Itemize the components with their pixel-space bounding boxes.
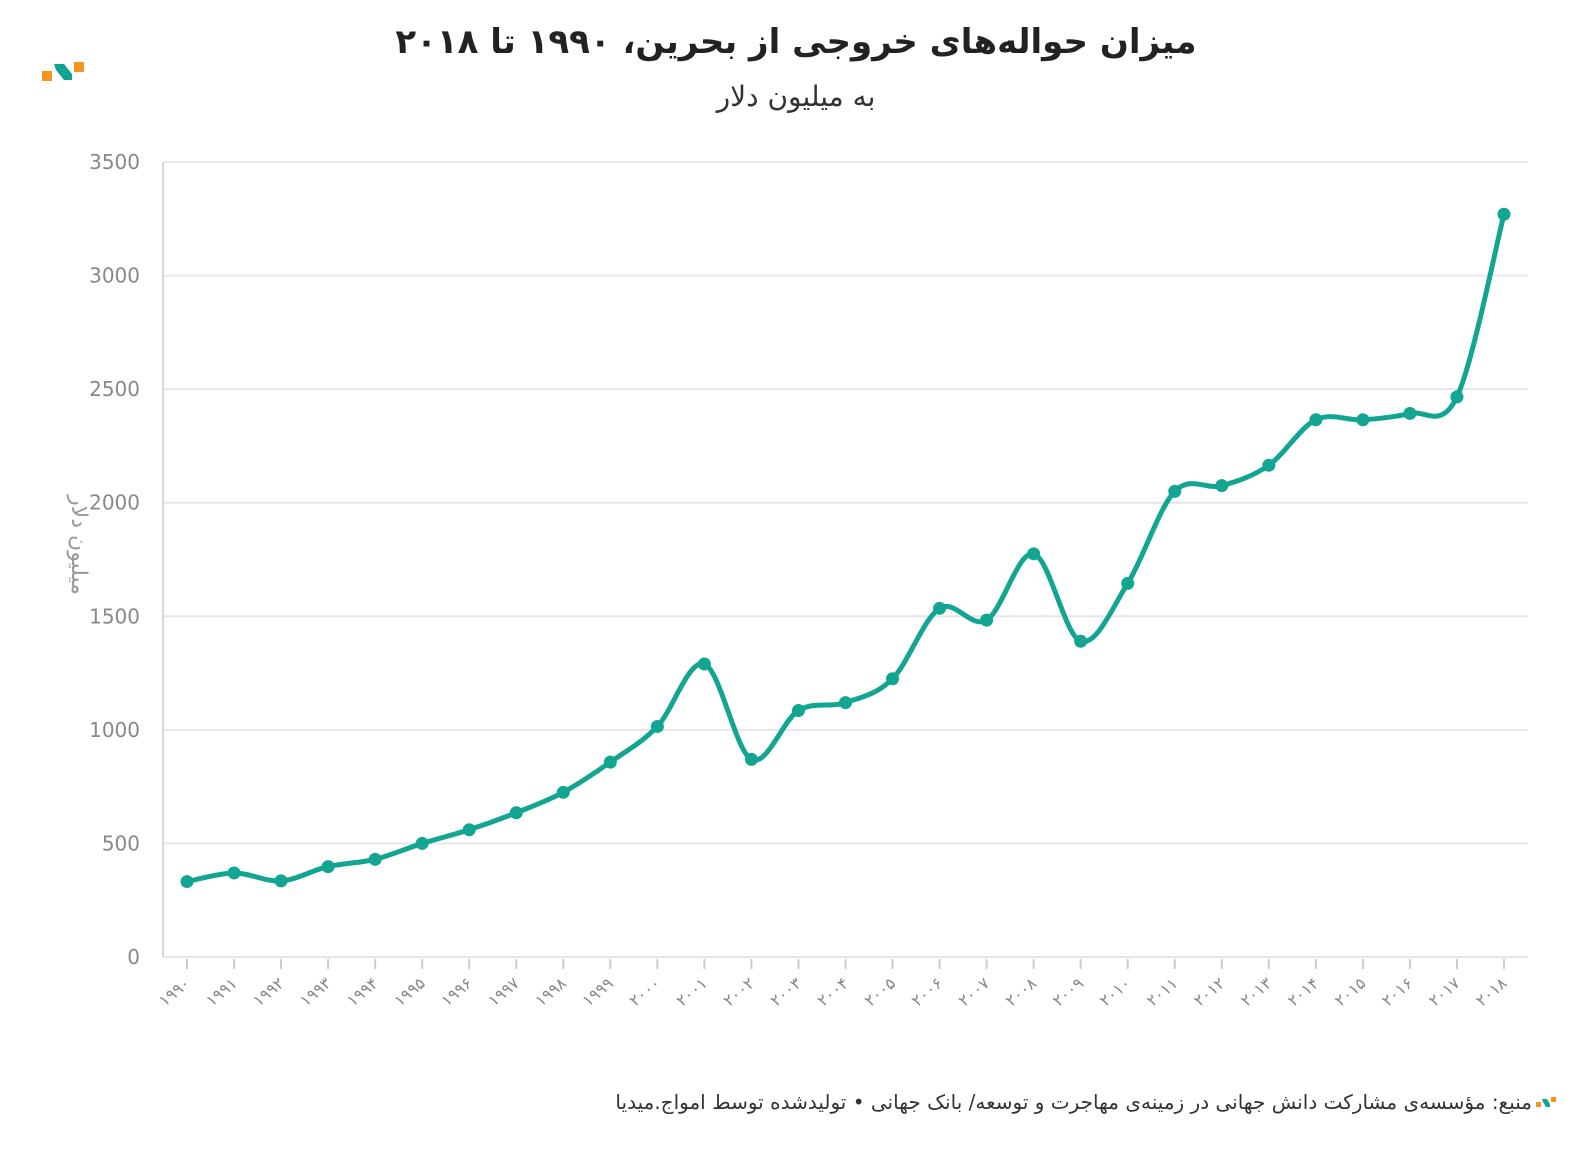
- data-point: [1074, 634, 1088, 648]
- data-point: [980, 613, 994, 627]
- data-point: [886, 672, 900, 686]
- x-tick-label: ۲۰۱۵: [1331, 974, 1370, 1011]
- x-tick-label: ۲۰۰۹: [1049, 974, 1088, 1011]
- chart-title: میزان حواله‌های خروجی از بحرین، ۱۹۹۰ تا …: [395, 22, 1197, 62]
- y-tick-label: 3500: [89, 150, 140, 174]
- x-tick-label: ۲۰۰۷: [955, 973, 994, 1010]
- x-tick-label: ۱۹۹۲: [249, 974, 288, 1011]
- x-tick-label: ۲۰۰۴: [814, 974, 853, 1011]
- x-tick-label: ۱۹۹۸: [531, 973, 570, 1010]
- x-tick-label: ۲۰۱۴: [1284, 974, 1323, 1011]
- x-tick-label: ۲۰۰۶: [908, 974, 947, 1011]
- x-tick-label: ۱۹۹۱: [202, 974, 241, 1011]
- data-point: [791, 704, 805, 718]
- y-tick-label: 3000: [89, 264, 140, 288]
- footer-logo-icon: [1536, 1097, 1556, 1107]
- y-tick-label: 2500: [89, 377, 140, 401]
- x-tick-label: ۱۹۹۴: [343, 974, 382, 1011]
- x-tick-label: ۱۹۹۹: [578, 974, 617, 1011]
- x-tick-label: ۲۰۰۲: [719, 974, 758, 1011]
- data-point: [1027, 547, 1041, 561]
- data-point: [697, 657, 711, 671]
- chart-subtitle: به میلیون دلار: [716, 80, 876, 113]
- y-axis-label: میلیون دلار: [66, 494, 91, 595]
- source-footer: منبع: مؤسسه‌ی مشارکت دانش جهانی در زمینه…: [615, 1090, 1532, 1114]
- y-axis-label-text: میلیون دلار: [66, 494, 91, 595]
- data-point: [650, 719, 664, 733]
- data-point: [1215, 479, 1229, 493]
- x-tick-label: ۲۰۱۳: [1237, 973, 1276, 1010]
- x-tick-label: ۲۰۱۱: [1143, 974, 1182, 1011]
- x-tick-label: ۲۰۰۱: [672, 974, 711, 1011]
- data-point: [1168, 484, 1182, 498]
- x-tick-label: ۲۰۱۲: [1190, 974, 1229, 1011]
- series-line: [186, 213, 1507, 885]
- data-point: [1403, 406, 1417, 420]
- data-point: [415, 836, 429, 850]
- x-tick-label: ۲۰۱۰: [1096, 974, 1135, 1011]
- y-tick-label: 0: [127, 945, 140, 969]
- x-tick-label: ۱۹۹۰: [155, 974, 194, 1011]
- data-point: [1309, 413, 1323, 427]
- amwaj-logo: [42, 62, 84, 81]
- x-tick-label: ۲۰۱۶: [1378, 974, 1417, 1011]
- data-point: [603, 755, 617, 769]
- x-tick-label: ۱۹۹۵: [390, 974, 429, 1011]
- data-point: [227, 866, 241, 880]
- data-point: [509, 806, 523, 820]
- line-chart: 0 500 1000 1500 2000 2500 3000 3500 ۱۹۹۰ ۱۹۹۱ ۱۹۹۲…: [89, 150, 1528, 1011]
- data-point: [933, 601, 947, 615]
- y-tick-label: 2000: [89, 491, 140, 515]
- data-point: [462, 823, 476, 837]
- data-point: [368, 852, 382, 866]
- x-tick-label: ۱۹۹۳: [296, 973, 335, 1010]
- data-point: [1262, 458, 1276, 472]
- data-point: [180, 875, 194, 889]
- data-point: [1121, 576, 1135, 590]
- data-point: [556, 785, 570, 799]
- x-tick-label: ۲۰۰۸: [1002, 973, 1041, 1010]
- data-point: [1356, 413, 1370, 427]
- data-point: [321, 860, 335, 874]
- data-point: [744, 752, 758, 766]
- data-point: [1450, 390, 1464, 404]
- y-tick-label: 500: [102, 831, 140, 855]
- data-point: [839, 696, 852, 710]
- y-tick-label: 1000: [89, 718, 140, 742]
- x-tick-label: ۲۰۱۸: [1472, 973, 1511, 1010]
- x-tick-label: ۱۹۹۷: [484, 973, 523, 1010]
- x-tick-label: ۱۹۹۶: [437, 974, 476, 1011]
- data-point: [274, 874, 288, 888]
- x-tick-label: ۲۰۱۷: [1425, 973, 1464, 1010]
- data-point: [1497, 207, 1511, 221]
- x-tick-label: ۲۰۰۳: [766, 973, 805, 1010]
- y-tick-label: 1500: [89, 604, 140, 628]
- x-tick-label: ۲۰۰۵: [861, 974, 900, 1011]
- x-tick-label: ۲۰۰۰: [625, 974, 664, 1011]
